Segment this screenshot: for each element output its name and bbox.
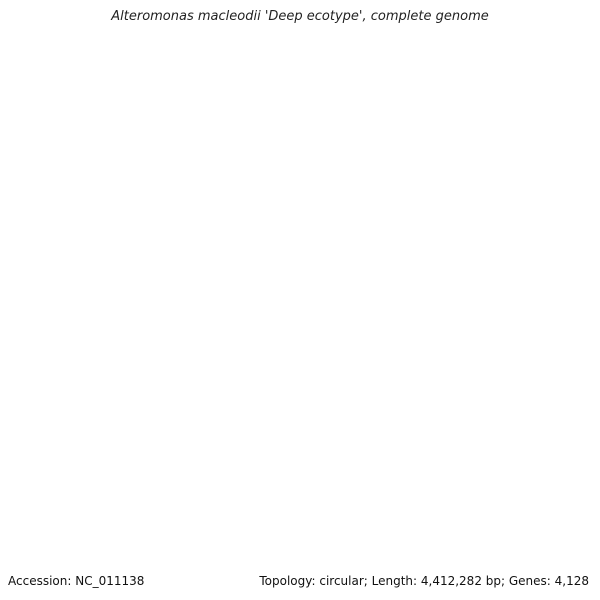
map-title: Alteromonas macleodii 'Deep ecotype', co… — [111, 9, 489, 24]
genome-summary: Topology: circular; Length: 4,412,282 bp… — [259, 574, 589, 588]
accession-label: Accession: NC_011138 — [8, 574, 145, 588]
